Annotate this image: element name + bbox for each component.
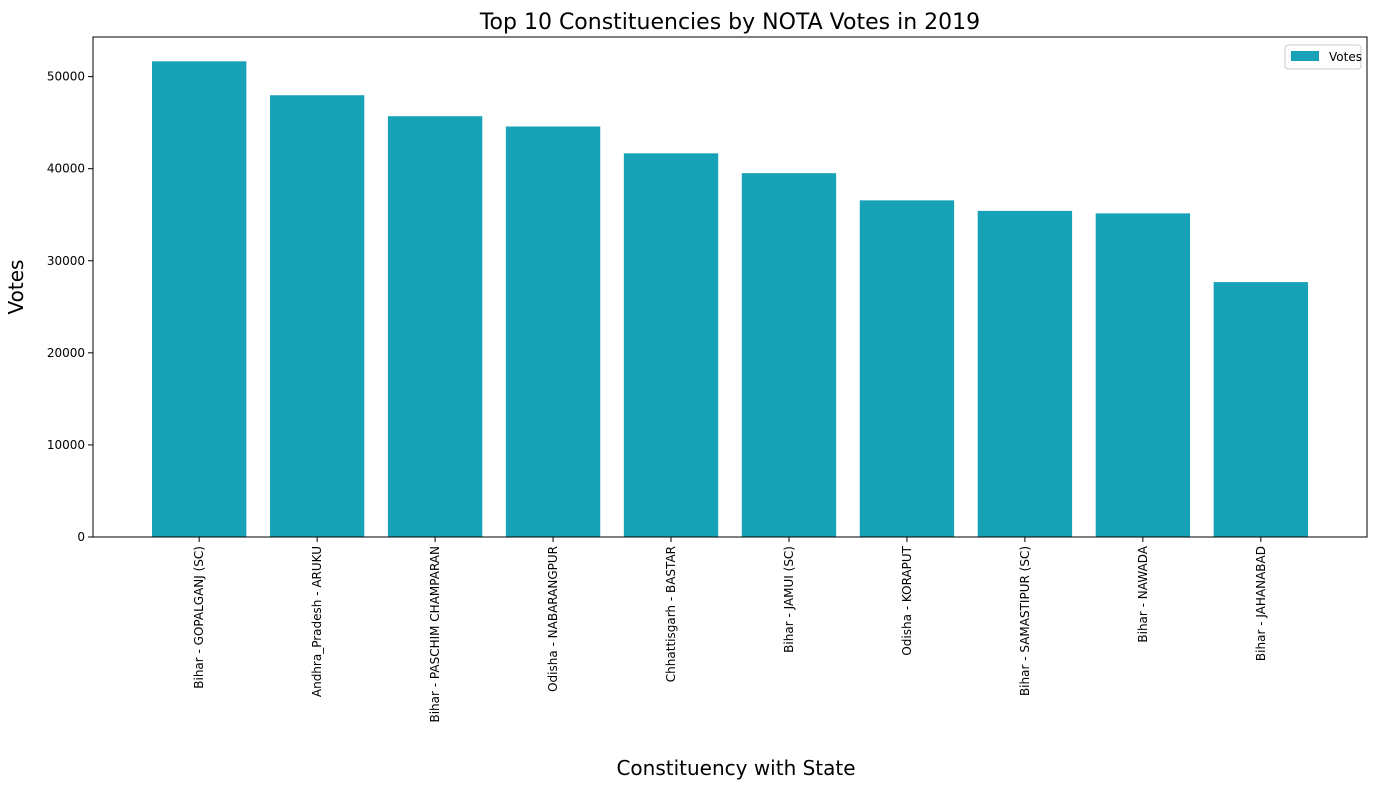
bar bbox=[387, 116, 483, 537]
x-tick-label: Bihar - JAMUI (SC) bbox=[782, 546, 796, 653]
bar bbox=[741, 173, 837, 538]
bar bbox=[623, 153, 719, 537]
y-tick-label: 20000 bbox=[47, 346, 85, 360]
x-tick-label: Chhattisgarh - BASTAR bbox=[664, 546, 678, 682]
bar bbox=[505, 126, 601, 537]
bar bbox=[269, 95, 365, 537]
y-tick-label: 10000 bbox=[47, 438, 85, 452]
bar bbox=[1095, 213, 1191, 537]
x-tick-label: Bihar - JAHANABAD bbox=[1254, 546, 1268, 661]
y-tick-label: 40000 bbox=[47, 162, 85, 176]
x-axis: Bihar - GOPALGANJ (SC) Andhra_Pradesh - A… bbox=[192, 537, 1268, 723]
x-tick-label: Bihar - SAMASTIPUR (SC) bbox=[1018, 546, 1032, 696]
x-tick-label: Bihar - PASCHIM CHAMPARAN bbox=[428, 546, 442, 723]
bar bbox=[1213, 282, 1309, 537]
plot-frame bbox=[92, 36, 1368, 538]
x-axis-title: Constituency with State bbox=[616, 756, 855, 780]
legend: Votes bbox=[1284, 44, 1362, 70]
bar bbox=[977, 210, 1073, 537]
x-tick-label: Odisha - KORAPUT bbox=[900, 545, 914, 655]
bar bbox=[859, 200, 955, 538]
legend-swatch bbox=[1291, 51, 1319, 61]
y-axis-title: Votes bbox=[4, 260, 28, 315]
legend-label: Votes bbox=[1329, 50, 1362, 64]
bar bbox=[151, 61, 247, 538]
x-tick-label: Bihar - NAWADA bbox=[1136, 545, 1150, 642]
x-tick-label: Andhra_Pradesh - ARUKU bbox=[310, 546, 324, 697]
y-tick-label: 30000 bbox=[47, 254, 85, 268]
bars-layer bbox=[151, 61, 1309, 538]
y-axis: 0 10000 20000 30000 40000 50000 bbox=[47, 70, 93, 544]
y-tick-label: 50000 bbox=[47, 70, 85, 84]
x-tick-label: Bihar - GOPALGANJ (SC) bbox=[192, 546, 206, 689]
x-tick-label: Odisha - NABARANGPUR bbox=[546, 546, 560, 692]
chart-title: Top 10 Constituencies by NOTA Votes in 2… bbox=[479, 10, 980, 35]
y-tick-label: 0 bbox=[77, 530, 85, 544]
